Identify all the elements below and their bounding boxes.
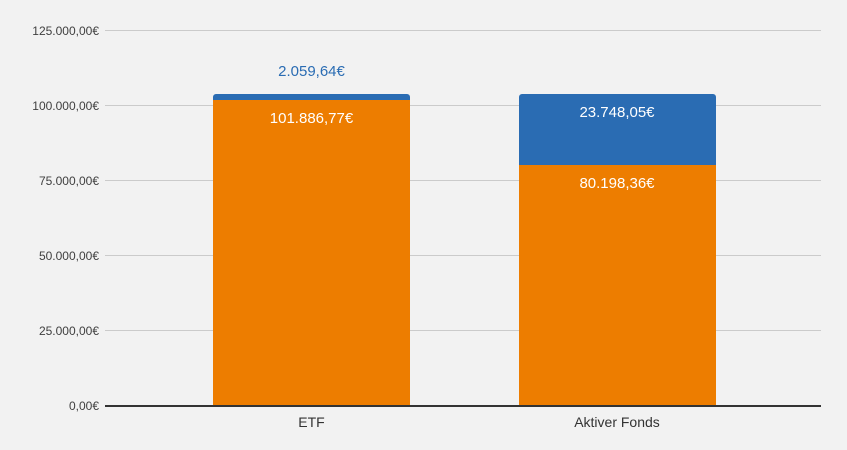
y-tick-label: 25.000,00€: [38, 323, 99, 338]
y-tick-label: 0,00€: [68, 398, 99, 413]
bar-segment-blue-1[interactable]: [518, 93, 716, 165]
gridline: [105, 180, 821, 181]
y-tick-label: 50.000,00€: [38, 248, 99, 263]
gridline: [105, 330, 821, 331]
y-tick-label: 100.000,00€: [32, 98, 99, 113]
gridline: [105, 255, 821, 256]
bar-value-label: 2.059,64€: [278, 62, 345, 80]
bar-segment-orange-1[interactable]: [518, 164, 716, 406]
x-axis-label: Aktiver Fonds: [574, 414, 660, 430]
gridline: [105, 30, 821, 31]
gridline: [105, 105, 821, 106]
y-tick-label: 125.000,00€: [32, 23, 99, 38]
bar-segment-blue-0[interactable]: [213, 93, 410, 100]
x-axis-baseline: [105, 404, 821, 407]
bar-segment-orange-0[interactable]: [213, 99, 410, 406]
x-axis-label: ETF: [298, 414, 325, 430]
y-tick-label: 75.000,00€: [38, 173, 99, 188]
